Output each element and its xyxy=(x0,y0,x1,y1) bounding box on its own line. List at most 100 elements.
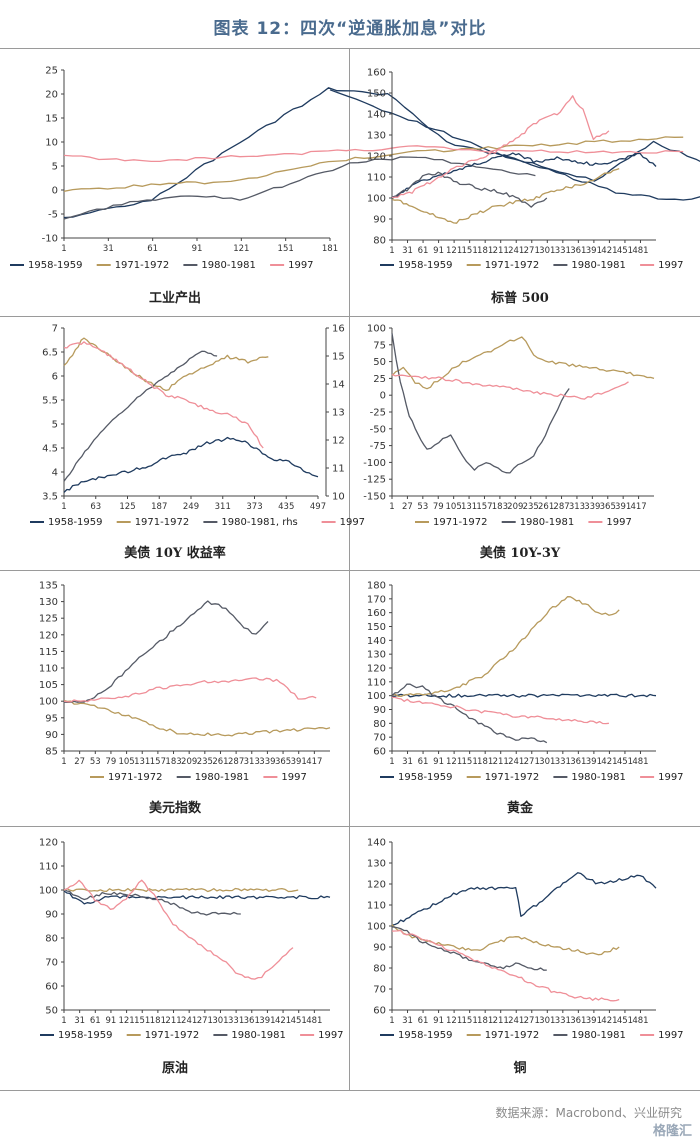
y2-tick-label: 15 xyxy=(332,352,345,363)
x-tick-label: 1 xyxy=(61,502,66,512)
watermark-logo: 格隆汇 xyxy=(652,1124,692,1139)
y-tick-label: 25 xyxy=(45,66,58,77)
divider-center xyxy=(349,48,350,1090)
y-tick-label: 80 xyxy=(373,964,386,975)
x-tick-label: 261 xyxy=(538,502,554,512)
series-line-1971-1972 xyxy=(63,699,331,737)
y-tick-label: 100 xyxy=(39,697,58,708)
x-tick-label: 183 xyxy=(492,502,508,512)
x-tick-label: 121 xyxy=(446,1016,462,1026)
legend-label: 1980-1981 xyxy=(195,772,250,783)
chart-title: 美债 10Y-3Y xyxy=(480,545,561,561)
x-tick-label: 121 xyxy=(446,246,462,256)
x-tick-label: 361 xyxy=(570,246,586,256)
series-line-1971-1972 xyxy=(391,167,620,224)
x-tick-label: 53 xyxy=(90,757,101,767)
x-tick-label: 157 xyxy=(150,757,166,767)
chart-title: 原油 xyxy=(162,1060,188,1076)
x-tick-label: 181 xyxy=(477,1016,493,1026)
x-tick-label: 361 xyxy=(570,757,586,767)
y-tick-label: 180 xyxy=(367,581,386,592)
series-line-1980-1981 xyxy=(63,156,536,220)
x-tick-label: 497 xyxy=(310,502,326,512)
series-line-1997 xyxy=(391,95,610,199)
x-tick-label: 287 xyxy=(553,502,569,512)
divider-top xyxy=(0,48,700,49)
x-tick-label: 121 xyxy=(233,244,249,254)
y-tick-label: 110 xyxy=(39,862,58,873)
x-tick-label: 331 xyxy=(228,1016,244,1026)
x-tick-label: 421 xyxy=(601,1016,617,1026)
x-tick-label: 301 xyxy=(212,1016,228,1026)
x-tick-label: 1 xyxy=(389,757,394,767)
y-tick-label: 70 xyxy=(373,985,386,996)
y-tick-label: 110 xyxy=(39,664,58,675)
x-tick-label: 105 xyxy=(118,757,134,767)
x-tick-label: 183 xyxy=(165,757,181,767)
chart-panel-3: 3.5 4 4.5 5 5.5 6 6.5 7 10 11 12 13 14 15 16 1 63 125 187 2… xyxy=(30,324,365,561)
series-line-1971-1972 xyxy=(391,596,620,698)
series-line-1958-1959 xyxy=(63,890,331,905)
x-tick-label: 121 xyxy=(118,1016,134,1026)
y-tick-label: 95 xyxy=(45,713,58,724)
y-tick-label: -5 xyxy=(48,210,58,221)
y-tick-label: 150 xyxy=(367,622,386,633)
series-line-1997 xyxy=(63,879,294,980)
x-tick-label: 361 xyxy=(244,1016,260,1026)
series-line-1958-1959 xyxy=(329,89,700,182)
x-tick-label: 391 xyxy=(259,1016,275,1026)
legend-label: 1980-1981 xyxy=(231,1030,286,1041)
x-tick-label: 61 xyxy=(418,1016,429,1026)
x-tick-label: 391 xyxy=(615,502,631,512)
y-tick-label: 60 xyxy=(373,747,386,758)
x-tick-label: 209 xyxy=(507,502,523,512)
y-tick-label: -25 xyxy=(370,408,386,419)
x-tick-label: 181 xyxy=(477,246,493,256)
page-title: 图表 12：四次“逆通胀加息”对比 xyxy=(213,19,487,39)
y-tick-label: 60 xyxy=(45,982,58,993)
x-tick-label: 301 xyxy=(539,1016,555,1026)
y-tick-label: 100 xyxy=(367,691,386,702)
y-tick-label: 140 xyxy=(367,636,386,647)
x-tick-label: 131 xyxy=(461,502,477,512)
y-tick-label: 120 xyxy=(367,152,386,163)
y-tick-label: 100 xyxy=(367,922,386,933)
y-tick-label: 25 xyxy=(373,374,386,385)
x-tick-label: 151 xyxy=(462,1016,478,1026)
x-tick-label: 105 xyxy=(446,502,462,512)
legend-label: 1997 xyxy=(340,517,365,528)
x-tick-label: 391 xyxy=(291,757,307,767)
x-tick-label: 421 xyxy=(601,757,617,767)
x-tick-label: 31 xyxy=(402,757,413,767)
y-tick-label: 80 xyxy=(45,934,58,945)
y-tick-label: -150 xyxy=(363,492,386,503)
x-tick-label: 391 xyxy=(586,246,602,256)
x-tick-label: 187 xyxy=(151,502,167,512)
y-tick-label: 60 xyxy=(373,1006,386,1017)
legend-label: 1997 xyxy=(318,1030,343,1041)
legend-label: 1997 xyxy=(288,260,313,271)
y-tick-label: 100 xyxy=(367,324,386,335)
y-tick-label: 90 xyxy=(373,215,386,226)
series-line-1971-1972 xyxy=(63,136,684,192)
x-tick-label: 61 xyxy=(418,757,429,767)
series-line-1980-1981 xyxy=(391,171,548,208)
y-tick-label: 125 xyxy=(39,614,58,625)
y-tick-label: 7 xyxy=(52,324,58,335)
x-tick-label: 235 xyxy=(523,502,539,512)
y-tick-label: 90 xyxy=(45,730,58,741)
y-tick-label: 130 xyxy=(367,859,386,870)
legend-label: 1980-1981 xyxy=(571,1030,626,1041)
x-tick-label: 91 xyxy=(433,1016,444,1026)
x-tick-label: 157 xyxy=(476,502,492,512)
legend-label: 1971-1972 xyxy=(433,517,488,528)
x-tick-label: 261 xyxy=(212,757,228,767)
x-tick-label: 31 xyxy=(103,244,114,254)
x-tick-label: 241 xyxy=(508,1016,524,1026)
x-tick-label: 417 xyxy=(306,757,322,767)
y-tick-label: 120 xyxy=(39,838,58,849)
series-line-1997 xyxy=(63,145,684,163)
x-tick-label: 271 xyxy=(524,246,540,256)
y-tick-label: 70 xyxy=(45,958,58,969)
